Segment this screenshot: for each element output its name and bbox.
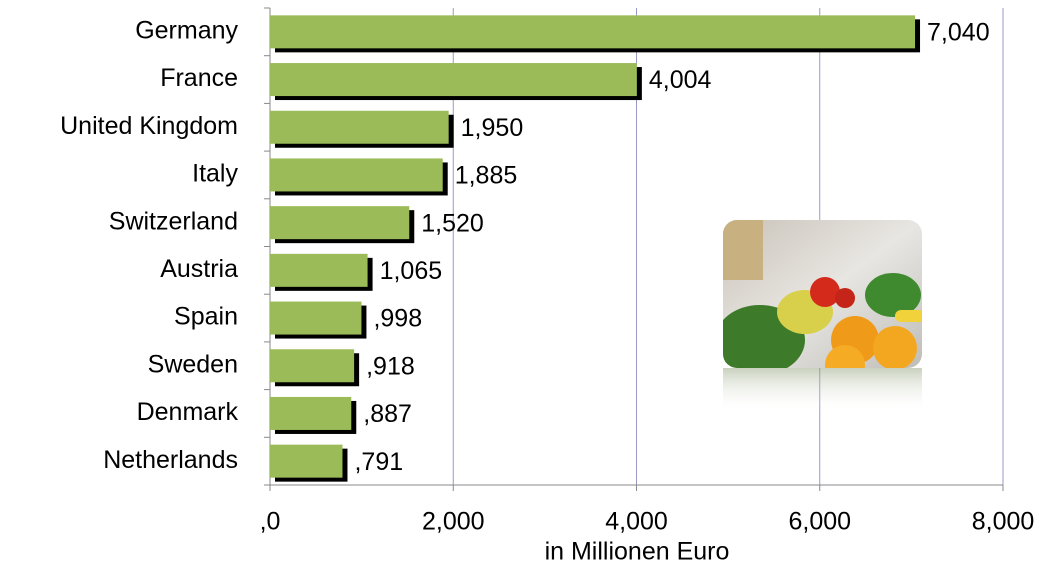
x-tick-label: 8,000	[972, 508, 1035, 536]
bar	[270, 111, 449, 144]
value-label: 1,885	[455, 162, 518, 190]
decorative-photo	[715, 220, 925, 413]
y-tick-label: Denmark	[137, 398, 239, 426]
value-label: 7,040	[927, 18, 990, 46]
x-tick-label: ,0	[260, 508, 281, 536]
bar	[270, 397, 351, 430]
bar	[270, 63, 637, 96]
bar	[270, 158, 443, 191]
value-label: ,998	[373, 305, 422, 333]
x-tick-label: 6,000	[788, 508, 851, 536]
bar	[270, 206, 409, 239]
value-label: 1,950	[461, 114, 524, 142]
y-tick-label: United Kingdom	[60, 112, 238, 140]
value-label: 1,520	[421, 209, 484, 237]
y-tick-label: Netherlands	[103, 446, 238, 474]
y-tick-label: Switzerland	[109, 207, 238, 235]
value-label: ,887	[363, 400, 412, 428]
x-tick-label: 2,000	[422, 508, 485, 536]
chart: ,0 2,000 4,000 6,000 8,000 in Millionen Euro G…	[0, 0, 1046, 567]
y-tick-label: Austria	[160, 255, 238, 283]
bar	[270, 15, 915, 48]
value-label: ,918	[366, 352, 415, 380]
value-label: 4,004	[649, 66, 712, 94]
bar	[270, 349, 354, 382]
bar	[270, 302, 361, 335]
y-tick-label: Italy	[192, 160, 238, 188]
y-tick-label: France	[160, 64, 238, 92]
y-tick-label: Spain	[174, 303, 238, 331]
x-axis-title: in Millionen Euro	[545, 538, 730, 566]
y-tick-label: Sweden	[148, 350, 238, 378]
bar	[270, 254, 368, 287]
x-tick-label: 4,000	[605, 508, 668, 536]
value-label: 1,065	[380, 257, 443, 285]
bar	[270, 445, 342, 478]
y-tick-label: Germany	[135, 16, 238, 44]
value-label: ,791	[354, 448, 403, 476]
